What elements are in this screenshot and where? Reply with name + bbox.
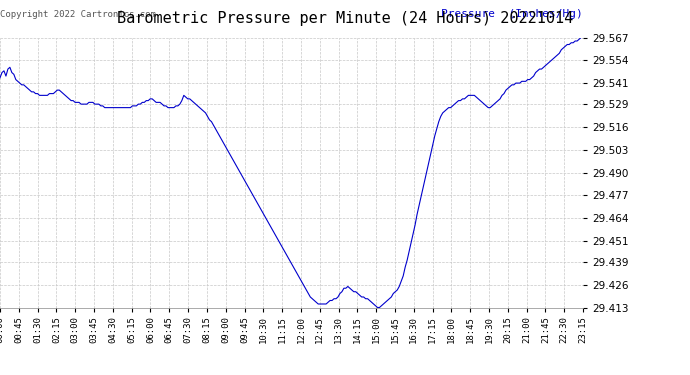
Text: Copyright 2022 Cartronics.com: Copyright 2022 Cartronics.com: [0, 10, 156, 19]
Text: Barometric Pressure per Minute (24 Hours) 20221014: Barometric Pressure per Minute (24 Hours…: [117, 11, 573, 26]
Text: Pressure  (Inches/Hg): Pressure (Inches/Hg): [442, 9, 583, 19]
